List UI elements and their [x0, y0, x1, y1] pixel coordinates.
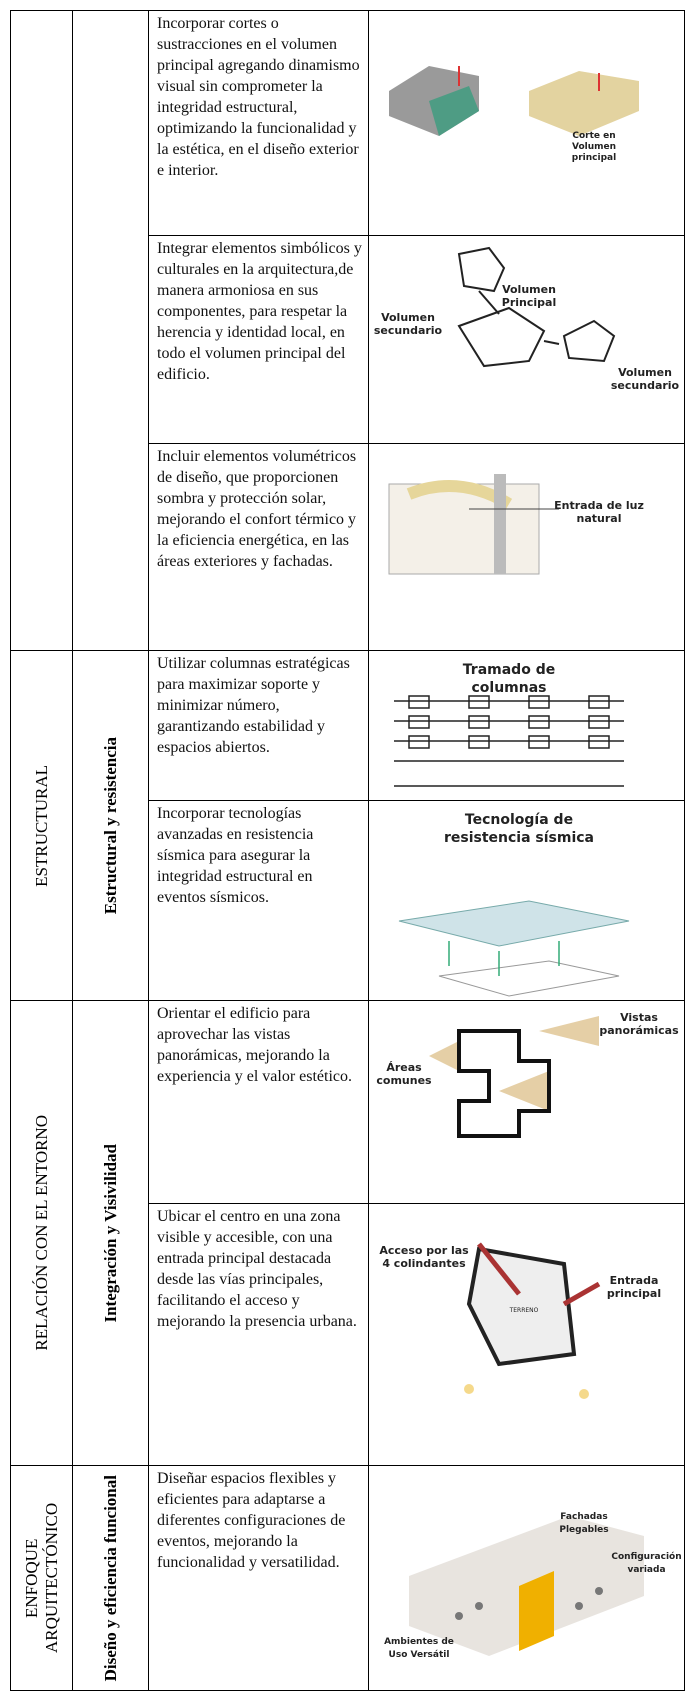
diagram [457, 246, 616, 368]
figure-label: Ambientes de Uso Versátil [384, 1637, 454, 1660]
figure: Corte en Volumen principal [368, 10, 685, 236]
figure-label: Vistas panorámicas [599, 1011, 679, 1037]
subcategory-cell: Estructural y resistencia [72, 650, 149, 1001]
diagram [394, 695, 624, 787]
figure-label: Entrada de luz natural [554, 499, 644, 525]
figure: Vistas panorámicas Áreas comunes [368, 1000, 685, 1204]
category-cell [10, 10, 73, 651]
figure: Fachadas Plegables Configuración variada A… [368, 1465, 685, 1691]
subcategory: Diseño y eficiencia funcional [100, 1474, 120, 1682]
row-text: Integrar elementos simbólicos y cultural… [148, 235, 369, 444]
category-cell: ESTRUCTURAL [10, 650, 73, 1001]
diagram [389, 66, 639, 136]
figure-label: Tecnología de resistencia sísmica [443, 812, 595, 846]
category-cell: ENFOQUE ARQUITECTÓNICO [10, 1465, 73, 1691]
row-text: Incorporar cortes o sustracciones en el … [148, 10, 369, 236]
diagram [409, 1516, 644, 1656]
diagram [398, 900, 630, 997]
row-text: Incluir elementos volumétricos de diseño… [148, 443, 369, 651]
subcategory: Integración y Visivilidad [100, 1143, 120, 1323]
subcategory-cell: Integración y Visivilidad [72, 1000, 149, 1466]
figure-label: Acceso por las 4 colindantes [379, 1244, 469, 1270]
figure: Volumen secundario Volumen Principal Volum… [368, 235, 685, 444]
figure: Tecnología de resistencia sísmica [368, 800, 685, 1001]
figure-label: TERRENO [509, 1307, 539, 1314]
figure: Tramado de columnas [368, 650, 685, 801]
diagram [388, 474, 559, 575]
figure-label: Corte en Volumen principal [571, 131, 617, 163]
diagram [464, 1242, 601, 1399]
subcategory-cell [72, 10, 149, 651]
category: ENFOQUE ARQUITECTÓNICO [21, 1502, 61, 1654]
figure-label: Fachadas Plegables [559, 1512, 609, 1535]
subcategory-cell: Diseño y eficiencia funcional [72, 1465, 149, 1691]
row-text: Orientar el edificio para aprovechar las… [148, 1000, 369, 1204]
figure-label: Tramado de columnas [462, 662, 556, 696]
figure: Entrada de luz natural [368, 443, 685, 651]
category: RELACIÓN CON EL ENTORNO [31, 1115, 51, 1351]
subcategory: Estructural y resistencia [100, 736, 120, 915]
row-text: Utilizar columnas estratégicas para maxi… [148, 650, 369, 801]
figure-label: Volumen Principal [501, 283, 557, 309]
row-text: Ubicar el centro en una zona visible y a… [148, 1203, 369, 1466]
category-cell: RELACIÓN CON EL ENTORNO [10, 1000, 73, 1466]
figure-label: Entrada principal [606, 1274, 662, 1300]
diagram [429, 1016, 599, 1138]
figure-label: Áreas comunes [376, 1061, 432, 1087]
figure: Acceso por las 4 colindantes Entrada prin… [368, 1203, 685, 1466]
category: ESTRUCTURAL [31, 764, 51, 887]
row-text: Diseñar espacios flexibles y eficientes … [148, 1465, 369, 1691]
figure-label: Volumen secundario [610, 366, 680, 392]
figure-label: Configuración variada [611, 1552, 682, 1575]
figure-label: Volumen secundario [373, 311, 443, 337]
row-text: Incorporar tecnologías avanzadas en resi… [148, 800, 369, 1001]
